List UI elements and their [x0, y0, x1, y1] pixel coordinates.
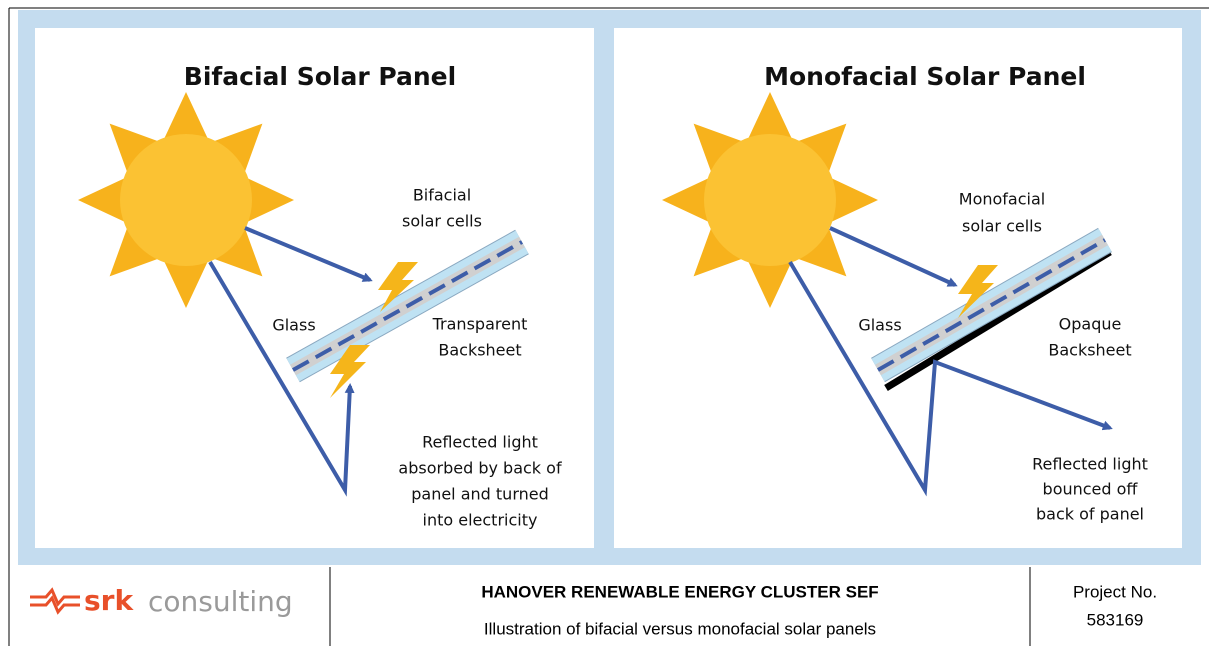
label: absorbed by back of [398, 459, 562, 478]
project-label: Project No. [1073, 582, 1157, 601]
label: panel and turned [411, 485, 549, 504]
label: Reflected light [1032, 455, 1148, 474]
footer: srk consulting HANOVER RENEWABLE ENERGY … [30, 567, 1157, 646]
sun [662, 92, 878, 308]
logo: consulting [148, 585, 293, 618]
label: Backsheet [438, 341, 521, 360]
label: Reflected light [422, 433, 538, 452]
label: into electricity [423, 511, 538, 530]
label: Glass [272, 316, 315, 335]
page: Bifacial Solar Panel Bifacial solar cell… [0, 0, 1209, 646]
label: Monofacial [959, 190, 1045, 209]
sun [78, 92, 294, 308]
label: solar cells [402, 212, 482, 231]
panel-title: Monofacial Solar Panel [764, 62, 1086, 91]
project-number: 583169 [1087, 610, 1144, 629]
panel-title: Bifacial Solar Panel [184, 62, 456, 91]
label: Transparent [432, 315, 528, 334]
label: Bifacial [413, 186, 471, 205]
sun-disc [120, 134, 252, 266]
label: Opaque [1059, 315, 1122, 334]
footer-subtitle: Illustration of bifacial versus monofaci… [484, 619, 876, 638]
footer-title: HANOVER RENEWABLE ENERGY CLUSTER SEF [481, 582, 878, 601]
logo: srk [84, 584, 134, 617]
sun-disc [704, 134, 836, 266]
label: Backsheet [1048, 341, 1131, 360]
label: solar cells [962, 217, 1042, 236]
logo-icon [30, 590, 80, 612]
label: bounced off [1043, 480, 1139, 499]
label: back of panel [1036, 505, 1144, 524]
label: Glass [858, 316, 901, 335]
